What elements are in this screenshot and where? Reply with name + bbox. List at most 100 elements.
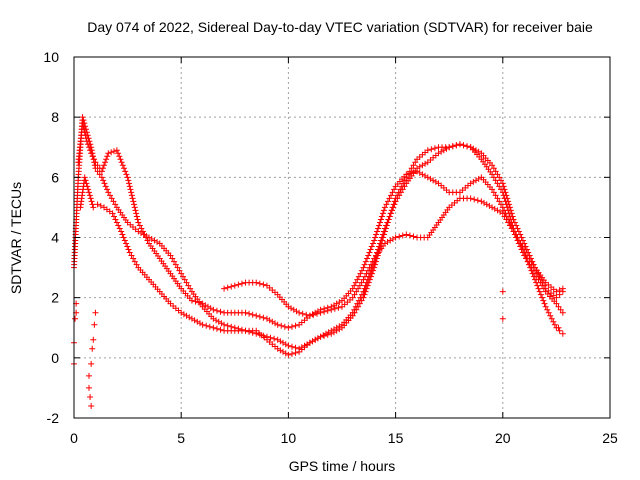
data-point: [126, 249, 133, 256]
data-point: [389, 189, 396, 196]
data-point: [355, 297, 362, 304]
data-point: [81, 129, 88, 136]
data-point: [87, 147, 94, 154]
data-point: [396, 192, 403, 199]
data-point: [187, 285, 194, 292]
data-point: [510, 228, 517, 235]
data-point: [256, 313, 263, 320]
data-point: [392, 234, 399, 241]
data-point: [363, 279, 370, 286]
data-point: [192, 298, 199, 305]
data-point: [494, 195, 501, 202]
data-point: [352, 303, 359, 310]
data-point: [410, 233, 417, 240]
data-point: [188, 297, 195, 304]
data-point: [553, 300, 560, 307]
data-point: [489, 186, 496, 193]
data-point: [530, 261, 537, 268]
data-point: [387, 210, 394, 217]
data-point: [86, 189, 93, 196]
data-point: [492, 177, 499, 184]
data-point: [79, 114, 86, 121]
data-point: [249, 311, 256, 318]
data-point: [537, 291, 544, 298]
data-point: [366, 249, 373, 256]
data-point: [424, 147, 431, 154]
data-point: [501, 213, 508, 220]
data-point: [274, 321, 281, 328]
data-point: [321, 308, 328, 315]
data-point: [98, 168, 105, 175]
data-point: [124, 174, 131, 181]
data-point: [551, 321, 558, 328]
data-point: [356, 282, 363, 289]
data-point: [541, 282, 548, 289]
data-point: [526, 255, 533, 262]
data-point: [86, 372, 93, 379]
data-point: [125, 246, 132, 253]
data-point: [358, 279, 365, 286]
data-point: [242, 309, 249, 316]
data-point: [88, 360, 95, 367]
data-point: [406, 232, 413, 239]
data-point: [278, 322, 285, 329]
data-point: [139, 228, 146, 235]
data-point: [133, 261, 140, 268]
data-point: [503, 192, 510, 199]
data-point: [131, 201, 138, 208]
data-point: [361, 261, 368, 268]
data-point: [489, 171, 496, 178]
data-point: [501, 186, 508, 193]
data-point: [365, 252, 372, 259]
data-point: [133, 213, 140, 220]
data-point: [379, 231, 386, 238]
data-point: [474, 197, 481, 204]
data-point: [515, 228, 522, 235]
data-point: [199, 321, 206, 328]
data-point: [363, 270, 370, 277]
data-point: [246, 328, 253, 335]
data-point: [361, 285, 368, 292]
data-point: [80, 123, 87, 130]
data-point: [389, 207, 396, 214]
data-point: [510, 216, 517, 223]
data-point: [357, 270, 364, 277]
data-point: [499, 315, 506, 322]
data-point: [394, 195, 401, 202]
data-point: [213, 325, 220, 332]
data-point: [235, 281, 242, 288]
data-point: [556, 327, 563, 334]
data-point: [116, 153, 123, 160]
data-point: [517, 240, 524, 247]
data-point: [108, 149, 115, 156]
data-point: [210, 324, 217, 331]
chart-title: Day 074 of 2022, Sidereal Day-to-day VTE…: [87, 19, 593, 35]
data-point: [97, 202, 104, 209]
data-point: [378, 234, 385, 241]
data-point: [172, 261, 179, 268]
data-point: [115, 222, 122, 229]
data-point: [131, 258, 138, 265]
data-point: [260, 332, 267, 339]
x-axis-label: GPS time / hours: [289, 458, 396, 474]
data-point: [512, 231, 519, 238]
data-point: [490, 174, 497, 181]
data-point: [288, 350, 295, 357]
data-point: [490, 189, 497, 196]
data-point: [104, 153, 111, 160]
data-point: [324, 307, 331, 314]
data-point: [111, 213, 118, 220]
data-point: [135, 219, 142, 226]
data-point: [84, 141, 91, 148]
data-point: [351, 291, 358, 298]
data-point: [377, 237, 384, 244]
data-point: [386, 213, 393, 220]
data-point: [128, 192, 135, 199]
data-point: [539, 294, 546, 301]
data-point: [242, 327, 249, 334]
data-point: [181, 276, 188, 283]
data-point: [306, 312, 313, 319]
data-point: [536, 288, 543, 295]
data-points: [71, 114, 566, 409]
data-point: [376, 222, 383, 229]
